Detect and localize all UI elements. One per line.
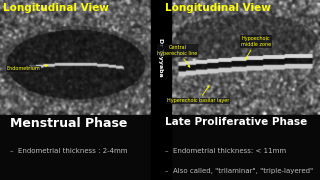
Text: Hyperechoic basilar layer: Hyperechoic basilar layer (167, 86, 229, 103)
Text: Hypoechoic
middle zone: Hypoechoic middle zone (241, 36, 271, 60)
Text: Menstrual Phase: Menstrual Phase (10, 117, 127, 130)
Text: Endometrium: Endometrium (6, 65, 48, 71)
Text: –  Endometrial thickness : 2-4mm: – Endometrial thickness : 2-4mm (10, 148, 127, 154)
Text: Longitudinal View: Longitudinal View (3, 3, 109, 13)
Text: –  Also called, "trilaminar", "triple-layered": – Also called, "trilaminar", "triple-lay… (165, 168, 313, 174)
Text: Longitudinal View: Longitudinal View (165, 3, 271, 13)
Text: –  Endometrial thickness: < 11mm: – Endometrial thickness: < 11mm (165, 148, 286, 154)
Bar (0, 115, 151, 180)
Bar (171, 115, 320, 180)
Text: Dr Tayyaba: Dr Tayyaba (158, 38, 164, 77)
Text: Late Proliferative Phase: Late Proliferative Phase (165, 117, 307, 127)
Text: Central
hyperechoic line: Central hyperechoic line (157, 45, 198, 67)
Bar (151, 0, 171, 180)
